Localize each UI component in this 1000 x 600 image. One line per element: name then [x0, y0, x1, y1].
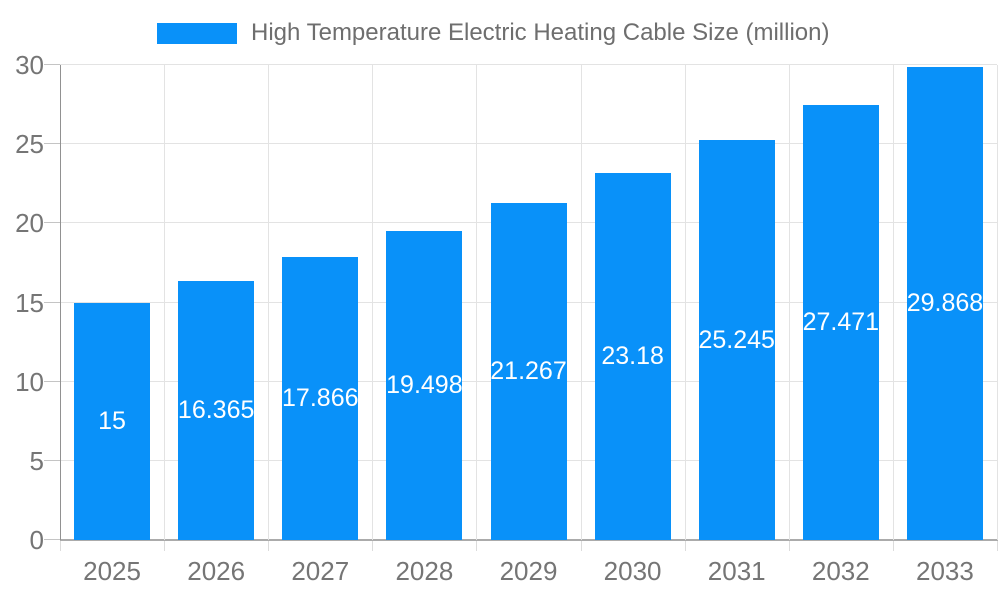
bar-2032[interactable]: 27.471 [803, 105, 879, 540]
x-gridline [892, 65, 894, 540]
bar-value-label: 27.471 [802, 308, 880, 336]
x-axis-line [60, 539, 998, 541]
x-axis-tick [476, 541, 478, 551]
bar-2028[interactable]: 19.498 [386, 231, 463, 540]
legend-swatch [157, 22, 237, 44]
bar-2033[interactable]: 29.868 [907, 67, 983, 540]
y-axis-label: 5 [29, 445, 44, 476]
y-axis-tick [44, 459, 60, 461]
x-axis-tick [372, 541, 374, 551]
x-axis-label: 2025 [83, 556, 141, 586]
y-axis-tick [44, 64, 60, 65]
x-gridline [268, 65, 270, 540]
bar-value-label: 21.267 [490, 357, 567, 386]
bar-value-label: 15 [98, 406, 126, 435]
y-gridline [60, 143, 997, 145]
bar-2025[interactable]: 15 [74, 302, 151, 540]
x-axis-tick [788, 541, 790, 551]
chart-title: High Temperature Electric Heating Cable … [251, 19, 830, 46]
bar-value-label: 25.245 [698, 325, 775, 354]
x-axis-label: 2032 [811, 556, 870, 586]
x-gridline [164, 65, 166, 540]
bar-value-label: 29.868 [906, 289, 984, 318]
bar-value-label: 17.866 [282, 384, 359, 413]
y-axis-line [60, 65, 61, 540]
x-axis-label: 2031 [707, 556, 766, 586]
bar-value-label: 16.365 [177, 395, 255, 424]
x-gridline [580, 65, 582, 540]
bar-value-label: 23.18 [601, 341, 664, 370]
x-axis-label: 2027 [291, 556, 350, 586]
y-axis-tick [44, 380, 60, 382]
bar-2029[interactable]: 21.267 [490, 203, 567, 540]
x-gridline [997, 65, 998, 540]
y-gridline [60, 64, 997, 65]
y-axis-tick [44, 222, 60, 224]
x-axis-tick [268, 541, 270, 551]
x-axis-label: 2028 [395, 556, 454, 586]
x-axis-tick [164, 541, 166, 551]
y-axis-tick [44, 143, 60, 145]
x-axis-tick [60, 541, 61, 551]
x-gridline [788, 65, 790, 540]
bar-2030[interactable]: 23.18 [594, 172, 671, 540]
y-axis-label: 20 [15, 208, 44, 239]
x-axis-tick [892, 541, 894, 551]
x-axis-label: 2029 [499, 556, 558, 586]
y-axis-label: 0 [29, 525, 44, 555]
x-axis-tick [580, 541, 582, 551]
y-axis-tick [44, 539, 60, 540]
x-axis-tick [997, 541, 998, 551]
bar-value-label: 19.498 [386, 371, 463, 400]
y-axis-label: 15 [15, 287, 44, 318]
y-axis-label: 30 [15, 50, 44, 80]
x-axis-label: 2030 [603, 556, 662, 586]
bar-2027[interactable]: 17.866 [282, 257, 359, 540]
x-gridline [684, 65, 686, 540]
legend: High Temperature Electric Heating Cable … [157, 19, 829, 47]
y-axis-tick [44, 301, 60, 303]
x-axis-tick [684, 541, 686, 551]
y-axis-label: 25 [15, 129, 44, 160]
bar-2031[interactable]: 25.245 [698, 140, 775, 540]
x-gridline [372, 65, 374, 540]
y-axis-label: 10 [15, 366, 44, 397]
x-axis-label: 2033 [916, 556, 974, 586]
bar-2026[interactable]: 16.365 [177, 280, 255, 540]
x-axis-label: 2026 [187, 556, 246, 586]
x-gridline [476, 65, 478, 540]
